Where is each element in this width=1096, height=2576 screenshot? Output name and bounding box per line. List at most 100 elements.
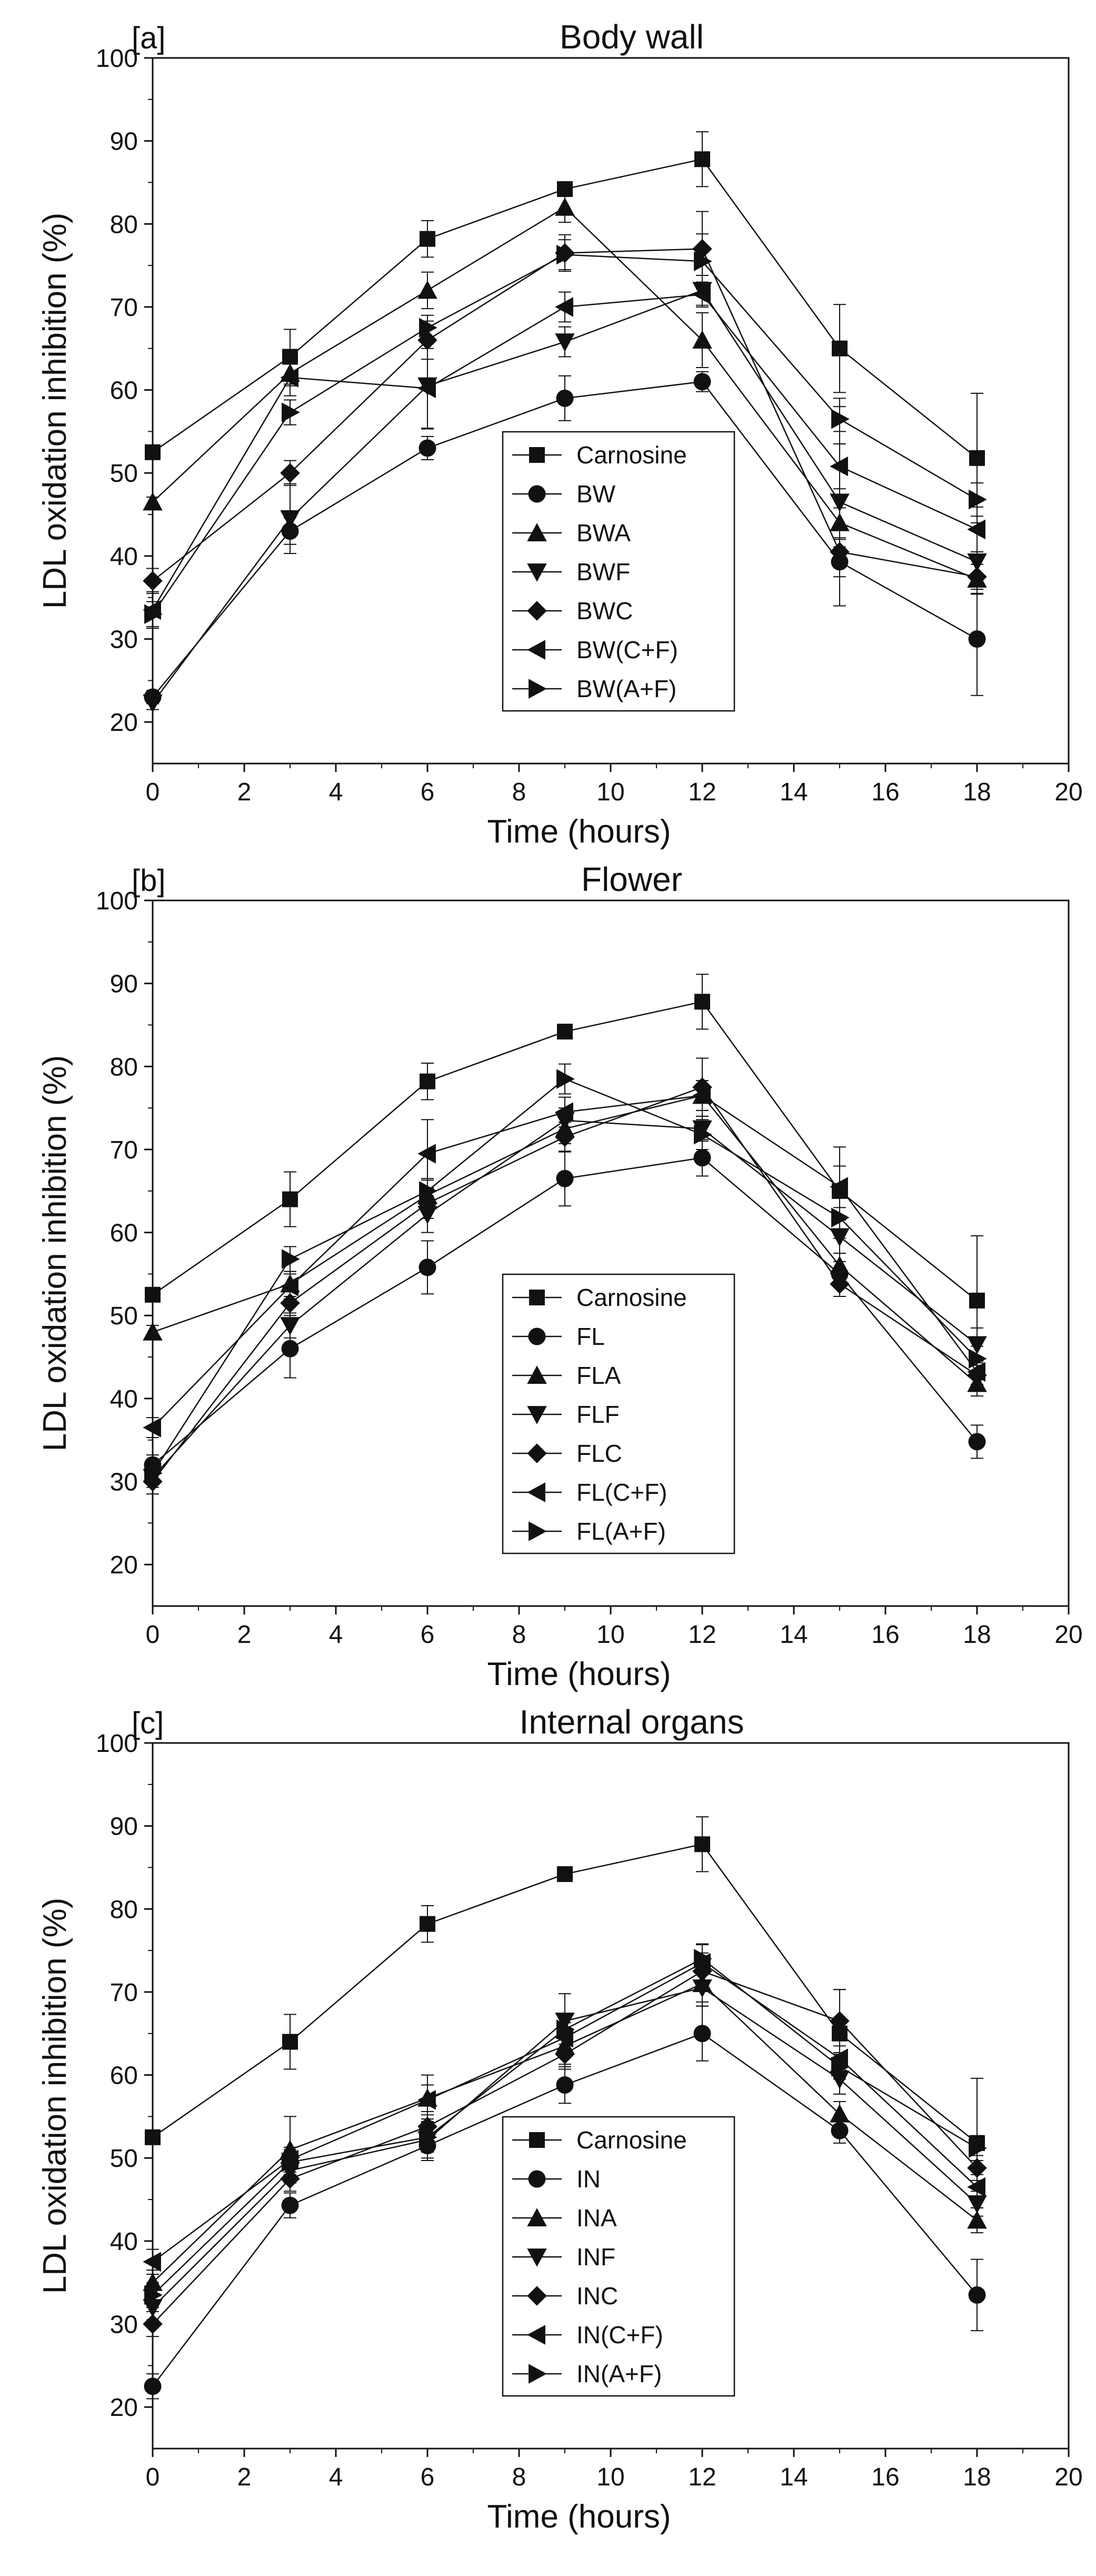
legend-marker [527,601,547,621]
data-point [830,2048,848,2068]
legend-marker [527,1443,547,1463]
chart-panel-3: [c] Internal organs 0 2 4 6 8 10 12 14 16 18 20 20 30 4… [37,1703,1083,2535]
y-tick-label: 70 [110,1136,138,1164]
series-FL(C+F) [143,1080,985,1438]
data-point [692,284,711,305]
legend-marker [527,1482,545,1502]
legend: Carnosine FL FLA FLF FLC FL(C+F) FL(A+F) [502,1273,735,1554]
legend-label: FLC [576,1440,622,1467]
legend-marker [529,1290,545,1305]
x-tick-label: 0 [146,1621,160,1649]
y-tick-label: 20 [110,1551,138,1579]
legend-marker [527,523,547,541]
data-point [969,2138,987,2158]
data-point [143,2272,163,2291]
y-axis-title: LDL oxidation inhibition (%) [37,213,73,609]
data-point [556,244,575,265]
legend-marker [528,1327,546,1345]
x-tick-label: 18 [963,778,991,806]
legend-label: Carnosine [576,441,687,469]
data-point [693,2025,711,2043]
data-point [419,439,436,457]
x-tick-label: 8 [512,1621,526,1649]
x-axis-title: Time (hours) [487,2499,671,2535]
legend-marker [529,2364,547,2384]
data-point [280,1276,298,1296]
data-point [417,2090,436,2110]
chart-title: Body wall [560,18,704,56]
y-tick-label: 30 [110,2311,138,2339]
x-tick-label: 6 [421,778,435,806]
data-point [417,378,436,399]
legend-marker [527,2325,545,2345]
data-point [555,1127,575,1147]
data-point [694,994,710,1010]
data-point [830,1274,850,1294]
legend-marker [528,2170,546,2188]
data-point [144,2285,163,2305]
data-point [556,389,574,407]
data-point [692,330,712,349]
data-point [830,542,850,562]
y-tick-label: 20 [110,709,138,737]
series-BW(C+F) [143,281,985,629]
data-point [694,151,710,167]
data-point [969,489,987,510]
data-point [555,2044,575,2064]
x-tick-label: 12 [688,1621,716,1649]
data-point [143,1322,163,1341]
data-point [693,1149,711,1167]
legend-label: IN(A+F) [576,2360,662,2387]
legend-marker [529,679,547,699]
legend-label: INF [576,2243,615,2271]
data-point [281,2196,299,2214]
data-point [967,2158,987,2178]
legend-label: BW(C+F) [576,636,678,663]
data-point [145,1286,161,1303]
legend-marker [527,1406,547,1424]
legend-label: FL(C+F) [576,1479,667,1506]
data-point [967,567,987,587]
data-point [144,1463,163,1483]
legend-marker [527,563,547,582]
x-tick-label: 10 [596,2463,624,2491]
x-tick-label: 4 [329,778,343,806]
chart-title: Flower [581,860,682,898]
y-tick-label: 80 [110,1896,138,1924]
data-point [143,2299,163,2317]
x-tick-label: 2 [237,1621,252,1649]
data-point [145,2129,161,2145]
data-point [280,368,298,388]
chart-title: Internal organs [520,1703,744,1741]
data-point [832,340,848,356]
series-IN [144,2005,986,2400]
panel-label: [c] [132,1706,164,1740]
legend-label: IN [576,2165,601,2193]
data-point [967,1336,987,1355]
data-point [280,1317,300,1335]
x-tick-label: 16 [871,778,899,806]
data-point [420,1073,435,1089]
data-point [419,1259,436,1276]
y-tick-label: 60 [110,2062,138,2090]
legend-label: INC [576,2282,618,2310]
data-point [555,297,573,317]
y-tick-label: 100 [96,1730,138,1758]
x-tick-label: 6 [421,2463,435,2491]
data-point [143,571,163,591]
chart-panel-2: [b] Flower 0 2 4 6 8 10 12 14 16 18 20 20 30 40 50 60 70 80… [37,860,1083,1692]
legend-label: FLA [576,1362,621,1389]
data-point [419,2127,437,2147]
legend-marker [529,447,545,463]
data-point [281,1340,299,1358]
y-tick-label: 40 [110,1385,138,1413]
x-tick-label: 14 [780,1621,808,1649]
legend-marker [527,2208,547,2226]
y-tick-label: 100 [96,45,138,73]
y-tick-label: 60 [110,1220,138,1247]
data-point [143,694,163,713]
legend-box [502,431,735,712]
legend-label: Carnosine [576,2126,687,2154]
legend-label: FL [576,1323,605,1350]
data-point [556,2076,574,2094]
